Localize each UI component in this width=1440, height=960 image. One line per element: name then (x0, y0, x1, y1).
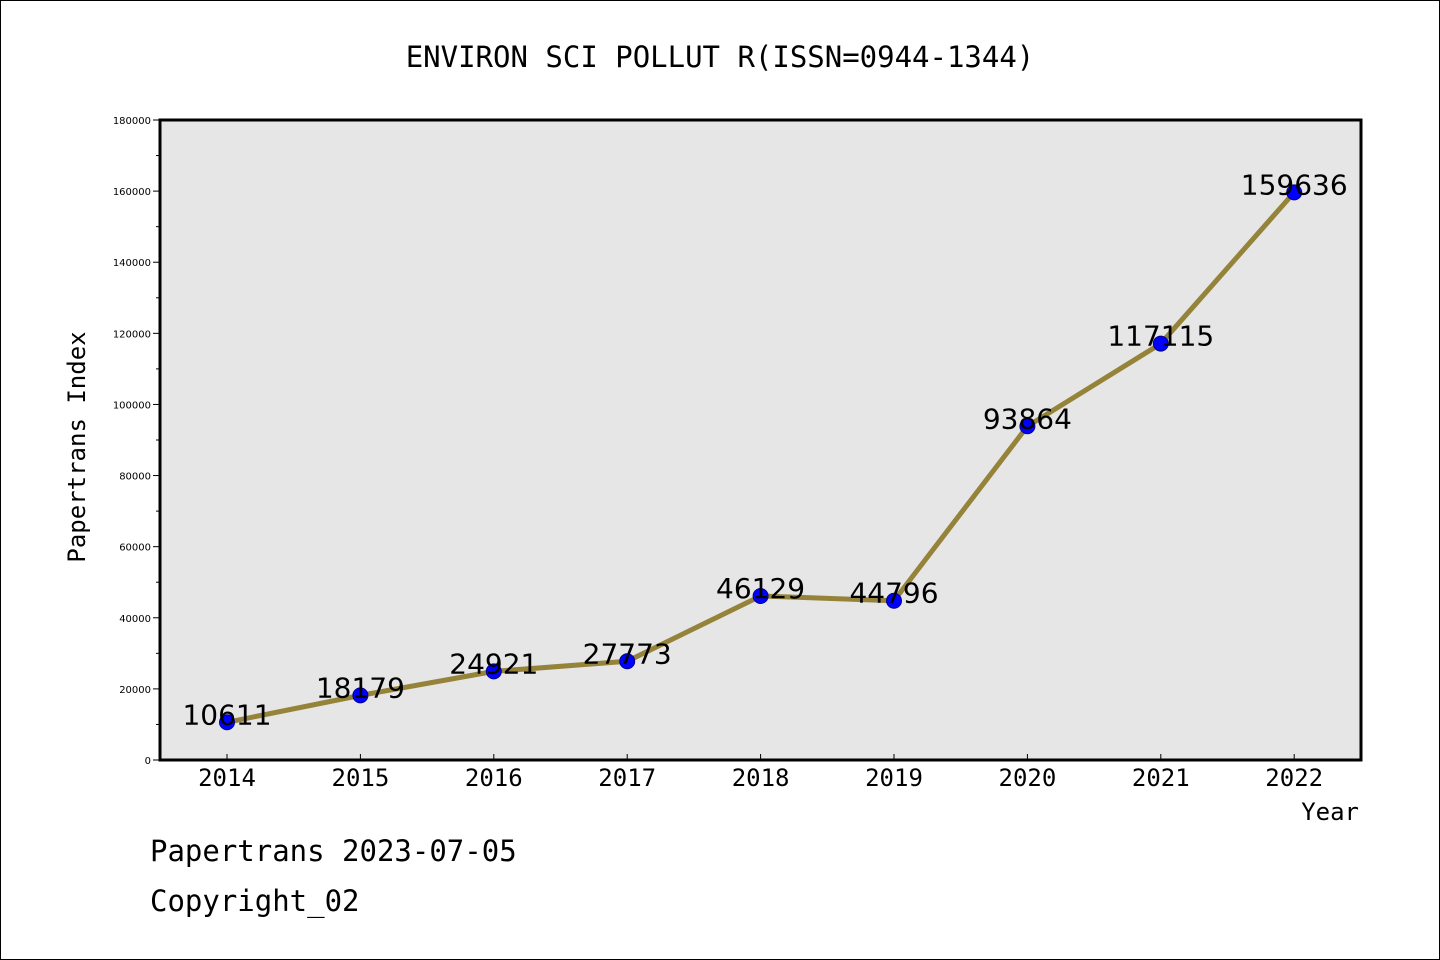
y-tick-label: 160000 (113, 187, 151, 198)
data-label: 10611 (182, 698, 271, 731)
y-tick-label: 120000 (113, 329, 151, 340)
footer-copyright: Copyright_02 (150, 884, 360, 918)
y-axis: 0 20000 40000 60000 80000 100000 120000 140000 1… (113, 116, 160, 767)
data-label: 24921 (449, 647, 538, 680)
x-tick-label: 2017 (598, 764, 656, 792)
y-tick-label: 140000 (113, 258, 151, 269)
chart-title: ENVIRON SCI POLLUT R(ISSN=0944-1344) (406, 40, 1035, 74)
data-point-marker (1286, 184, 1303, 201)
y-tick-label: 0 (145, 756, 151, 767)
footer-stamp: Papertrans 2023-07-05 (150, 834, 517, 868)
x-tick-label: 2022 (1265, 764, 1323, 792)
x-tick-label: 2019 (865, 764, 923, 792)
data-point-marker (352, 687, 369, 704)
data-label: 117115 (1107, 320, 1214, 353)
series-group: 10611 18179 24921 27773 46129 44796 93864 11711… (182, 168, 1347, 731)
y-tick-label: 40000 (119, 614, 151, 625)
y-tick-label: 100000 (113, 400, 151, 411)
y-tick-label: 180000 (113, 116, 151, 127)
y-tick-label: 60000 (119, 543, 151, 554)
data-point-marker (1152, 335, 1169, 352)
data-label: 27773 (583, 637, 672, 670)
x-tick-label: 2018 (732, 764, 790, 792)
x-axis-label: Year (1301, 798, 1359, 826)
y-axis-label: Papertrans Index (63, 331, 91, 562)
data-point-marker (886, 592, 902, 609)
y-tick-label: 80000 (119, 472, 151, 483)
x-axis: 2014 2015 2016 2017 2018 2019 2020 2021 2022 (198, 754, 1323, 792)
data-point-marker (752, 587, 769, 604)
data-point-marker (1019, 418, 1036, 435)
data-label: 44796 (849, 577, 938, 610)
x-tick-label: 2015 (332, 764, 390, 792)
data-label: 46129 (716, 572, 805, 605)
x-tick-label: 2014 (198, 764, 256, 792)
data-label: 18179 (316, 671, 405, 704)
data-point-marker (219, 714, 235, 731)
data-label: 159636 (1241, 168, 1348, 201)
x-tick-label: 2020 (999, 764, 1057, 792)
x-tick-label: 2016 (465, 764, 523, 792)
plot-area (158, 118, 1363, 762)
data-label: 93864 (983, 402, 1072, 435)
x-tick-label: 2021 (1132, 764, 1190, 792)
y-tick-label: 20000 (119, 685, 151, 696)
data-point-marker (485, 663, 502, 680)
data-point-marker (619, 653, 636, 670)
